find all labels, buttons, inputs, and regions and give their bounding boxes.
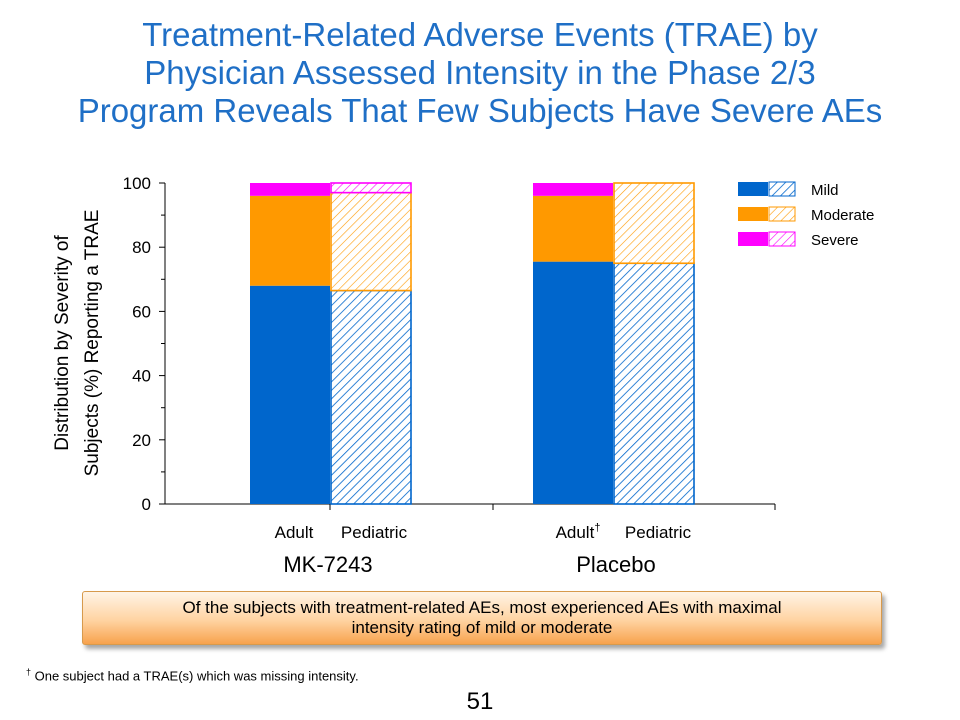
trae-stacked-bar-chart: Distribution by Severity of Subjects (%)… (52, 174, 874, 577)
x-category-label: Adult (275, 523, 314, 542)
x-category-label: Adult† (556, 522, 601, 542)
bar-segment-severe (330, 182, 412, 194)
bar-segment-moderate (250, 195, 330, 286)
footnote-marker: † (26, 667, 32, 677)
footnote-text: One subject had a TRAE(s) which was miss… (31, 668, 359, 684)
x-group-label: Placebo (576, 552, 656, 577)
y-tick-label: 0 (142, 495, 151, 514)
bar-segment-mild (533, 261, 613, 504)
legend-swatch-hatched (768, 231, 796, 247)
bar-segment-moderate (533, 195, 613, 262)
x-category-label: Pediatric (341, 523, 408, 542)
bar-segment-moderate (613, 182, 695, 265)
y-tick-label: 20 (132, 431, 151, 450)
callout-line: intensity rating of mild or moderate (351, 618, 613, 637)
page-number: 51 (466, 688, 494, 715)
key-finding-callout: Of the subjects with treatment-related A… (82, 591, 882, 645)
legend-label: Severe (811, 232, 859, 249)
y-axis-label-line: Subjects (%) Reporting a TRAE (82, 210, 103, 477)
y-tick-label: 40 (132, 367, 151, 386)
bar-segment-moderate (330, 191, 412, 292)
legend-label: Moderate (811, 207, 874, 224)
chart-bars (250, 182, 695, 505)
bar-segment-severe (533, 183, 613, 196)
title-line: Physician Assessed Intensity in the Phas… (144, 54, 816, 91)
y-axis-label: Distribution by Severity of Subjects (%)… (52, 210, 103, 477)
slide-title: Treatment-Related Adverse Events (TRAE) … (0, 16, 960, 130)
y-axis-label-line: Distribution by Severity of (52, 235, 73, 451)
footnote: † One subject had a TRAE(s) which was mi… (26, 667, 359, 683)
legend-swatch-solid (738, 207, 768, 221)
chart-legend: Mild Moderate Severe (738, 181, 874, 249)
bar-segment-mild (330, 289, 412, 505)
legend-swatch-solid (738, 182, 768, 196)
dagger-marker: † (594, 522, 600, 534)
title-line: Program Reveals That Few Subjects Have S… (77, 92, 883, 129)
y-tick-label: 100 (123, 174, 151, 193)
x-group-label: MK-7243 (283, 552, 372, 577)
legend-swatch-hatched (768, 206, 796, 222)
y-tick-label: 60 (132, 302, 151, 321)
callout-line: Of the subjects with treatment-related A… (182, 598, 782, 617)
y-tick-label: 80 (132, 238, 151, 257)
x-category-label: Pediatric (625, 523, 692, 542)
legend-label: Mild (811, 182, 839, 199)
bar-segment-mild (613, 262, 695, 505)
bar-segment-mild (250, 285, 330, 504)
title-line: Treatment-Related Adverse Events (TRAE) … (142, 16, 818, 53)
bar-segment-severe (250, 183, 330, 196)
x-axis-labels: Adult Pediatric Adult† Pediatric MK-7243 Plac… (275, 522, 692, 577)
legend-swatch-solid (738, 232, 768, 246)
legend-swatch-hatched (768, 181, 796, 197)
